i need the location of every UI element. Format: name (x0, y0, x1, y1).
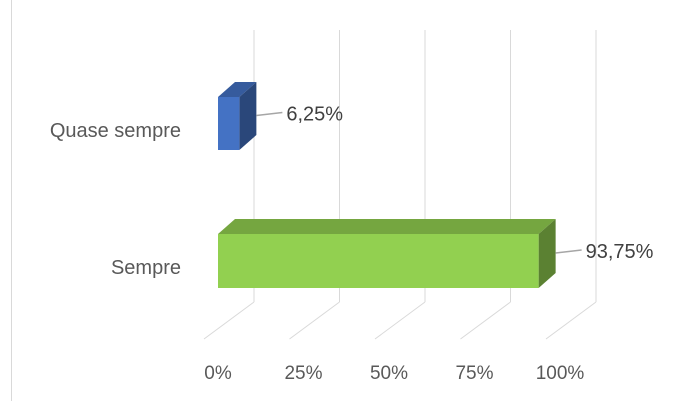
gridline-floor (203, 301, 255, 340)
data-label: 93,75% (586, 241, 654, 263)
gridline-floor (460, 301, 511, 340)
x-tick-label: 25% (284, 363, 322, 384)
bar-top-face (218, 219, 556, 234)
bar-1 (218, 97, 240, 150)
x-tick-label: 50% (370, 363, 408, 384)
data-label-leader-line (555, 249, 582, 254)
x-tick-label: 0% (204, 363, 232, 384)
x-tick-label: 75% (455, 363, 493, 384)
gridline-floor (374, 301, 426, 340)
bar-side-face (538, 219, 556, 288)
x-tick-label: 100% (536, 363, 585, 384)
data-label: 6,25% (286, 104, 343, 126)
gridline-floor (545, 301, 597, 340)
bar-2 (218, 234, 539, 288)
category-label: Quase sempre (50, 120, 181, 142)
bar-side-face (239, 82, 257, 150)
data-label-leader-line (256, 111, 283, 117)
chart-frame-line (11, 0, 12, 401)
bar-top-face (218, 82, 257, 97)
category-label: Sempre (111, 257, 181, 279)
gridline-floor (289, 301, 340, 340)
